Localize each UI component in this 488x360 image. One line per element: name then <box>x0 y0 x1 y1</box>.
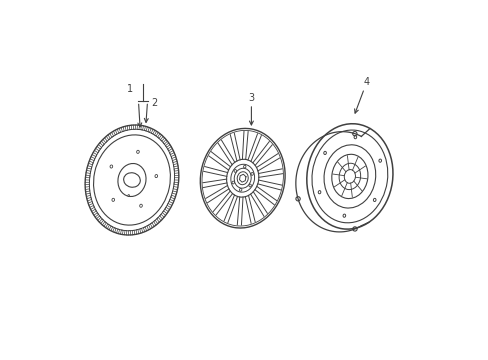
Text: 3: 3 <box>248 93 254 103</box>
Ellipse shape <box>84 125 179 235</box>
Ellipse shape <box>305 122 393 231</box>
Text: 2: 2 <box>150 98 157 108</box>
Text: 4: 4 <box>363 77 368 87</box>
Ellipse shape <box>200 128 285 229</box>
Text: 1: 1 <box>126 84 132 94</box>
